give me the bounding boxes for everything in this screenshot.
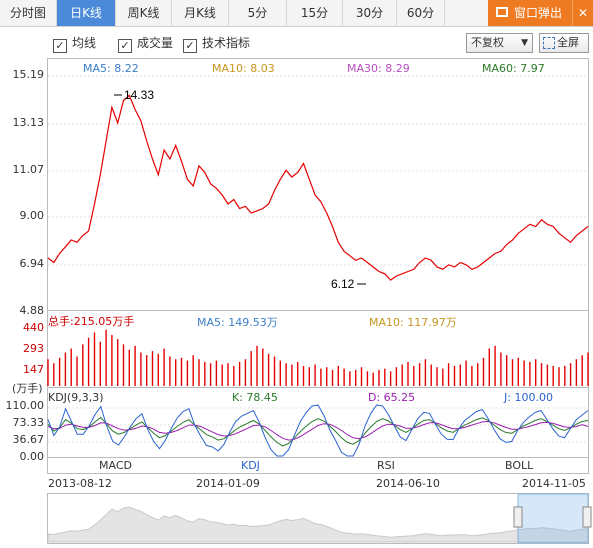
navigator-right-handle[interactable]: [582, 506, 592, 528]
chart-gridlines: [48, 75, 588, 443]
kdj-tick: 73.33: [12, 416, 45, 429]
tab-monthly-k[interactable]: 月K线: [172, 0, 229, 26]
fullscreen-label: 全屏: [557, 36, 579, 49]
tab-30min[interactable]: 30分: [343, 0, 397, 26]
price-low-annotation: 6.12: [331, 277, 366, 291]
volume-unit-label: (万手): [12, 382, 43, 395]
chart-marks: [47, 94, 589, 457]
fullscreen-icon: [543, 37, 555, 49]
ma10-legend: MA10: 8.03: [212, 62, 275, 75]
price-series-line: [47, 94, 589, 281]
kdj-tick: 110.00: [5, 399, 45, 412]
navigator[interactable]: [47, 493, 592, 544]
volume-tick: 440: [23, 321, 44, 334]
indicator-toggle-label: 技术指标: [202, 36, 251, 50]
volume-toggle[interactable]: ✓ 成交量: [118, 35, 174, 53]
indicator-tab-boll[interactable]: BOLL: [505, 459, 534, 472]
tab-5min[interactable]: 5分: [229, 0, 287, 26]
price-tick: 9.00: [19, 209, 45, 222]
date-label: 2014-06-10: [376, 477, 440, 490]
kdj-tick: 0.00: [19, 450, 45, 463]
popout-label: 窗口弹出: [514, 6, 563, 20]
popout-window-button[interactable]: 窗口弹出 ✕: [488, 0, 593, 26]
ma30-legend: MA30: 8.29: [347, 62, 410, 75]
window-icon: [496, 7, 508, 17]
volume-ma10-label: MA10: 117.97万: [369, 316, 457, 329]
price-tick: 15.19: [12, 68, 45, 81]
tab-daily-k[interactable]: 日K线: [57, 0, 116, 26]
high-price-text: 14.33: [124, 88, 154, 102]
price-high-annotation: 14.33: [114, 88, 154, 102]
tab-15min[interactable]: 15分: [287, 0, 343, 26]
indicator-tab-bar: [47, 457, 589, 474]
volume-checkbox[interactable]: ✓: [118, 39, 132, 53]
fullscreen-button[interactable]: 全屏: [539, 33, 589, 53]
kdj-title: KDJ(9,3,3): [48, 391, 104, 404]
price-tick: 6.94: [19, 257, 45, 270]
indicator-tab-macd[interactable]: MACD: [99, 459, 132, 472]
volume-tick: 293: [23, 342, 44, 355]
volume-tick: 147: [23, 363, 44, 376]
chart-frames: [47, 58, 589, 544]
low-price-text: 6.12: [331, 277, 355, 291]
price-tick: 4.88: [19, 304, 45, 317]
volume-toggle-label: 成交量: [137, 36, 174, 50]
close-icon[interactable]: ✕: [572, 0, 593, 26]
chevron-down-icon: ▼: [521, 38, 528, 48]
ma-toggle[interactable]: ✓ 均线: [53, 35, 97, 53]
ma5-legend: MA5: 8.22: [83, 62, 139, 75]
kdj-k-line: [47, 416, 589, 447]
ma-toggle-label: 均线: [72, 36, 97, 50]
volume-total-label: 总手:215.05万手: [48, 315, 135, 328]
tab-weekly-k[interactable]: 周K线: [116, 0, 172, 26]
indicator-tab-kdj[interactable]: KDJ: [241, 459, 260, 472]
price-adjust-value: 不复权: [471, 36, 504, 49]
kdj-j-line: [47, 404, 589, 457]
volume-ma5-label: MA5: 149.53万: [197, 316, 278, 329]
kdj-tick: 36.67: [12, 433, 45, 446]
ma-checkbox[interactable]: ✓: [53, 39, 67, 53]
indicator-checkbox[interactable]: ✓: [183, 39, 197, 53]
kdj-k-label: K: 78.45: [232, 391, 278, 404]
date-label: 2014-11-05: [522, 477, 586, 490]
period-tab-bar: 分时图 日K线 周K线 月K线 5分 15分 30分 60分 窗口弹出 ✕: [0, 0, 593, 27]
indicator-tab-rsi[interactable]: RSI: [377, 459, 395, 472]
price-adjust-select[interactable]: 不复权 ▼: [466, 33, 533, 53]
navigator-area: [47, 506, 589, 543]
date-label: 2013-08-12: [48, 477, 112, 490]
kdj-d-label: D: 65.25: [368, 391, 416, 404]
kdj-j-label: J: 100.00: [504, 391, 553, 404]
kdj-d-line: [47, 420, 589, 441]
ma60-legend: MA60: 7.97: [482, 62, 545, 75]
indicator-toggle[interactable]: ✓ 技术指标: [183, 35, 251, 53]
price-tick: 13.13: [12, 116, 45, 129]
date-label: 2014-01-09: [196, 477, 260, 490]
kdj-panel-frame: [47, 387, 589, 458]
navigator-selection[interactable]: [517, 493, 589, 544]
price-tick: 11.07: [12, 163, 45, 176]
tab-intraday[interactable]: 分时图: [0, 0, 57, 26]
tab-60min[interactable]: 60分: [397, 0, 445, 26]
navigator-left-handle[interactable]: [513, 506, 523, 528]
